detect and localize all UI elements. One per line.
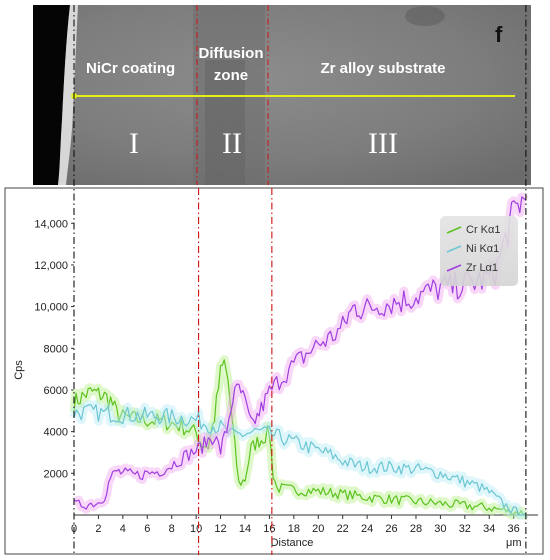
x-axis-title: Distance [271, 537, 314, 549]
series-line-2 [73, 196, 527, 510]
zone-label-coating: NiCr coating [86, 60, 175, 77]
x-tick-label: 24 [361, 523, 373, 535]
panel-label: f [495, 22, 503, 47]
y-tick-label: 2000 [44, 468, 68, 480]
x-tick-label: 18 [288, 523, 300, 535]
coating-bright-edge [58, 5, 78, 185]
legend-label: Ni Kα1 [466, 243, 499, 255]
legend-label: Zr Lα1 [466, 262, 498, 274]
x-tick-label: 34 [483, 523, 495, 535]
x-tick-label: 2 [95, 523, 101, 535]
y-tick-label: 10,000 [34, 302, 68, 314]
series-line-1 [73, 404, 527, 516]
zone-numeral-2: II [222, 127, 242, 160]
legend-label: Cr Kα1 [466, 224, 500, 236]
x-tick-label: 28 [410, 523, 422, 535]
x-tick-label: 30 [434, 523, 446, 535]
x-axis-unit: μm [506, 537, 522, 549]
legend: Cr Kα1 Ni Kα1 Zr Lα1 [440, 216, 518, 286]
x-tick-label: 32 [459, 523, 471, 535]
zone-label-diffusion-line2: zone [214, 67, 248, 84]
sample-mount-edge [33, 5, 70, 185]
legend-swatch [446, 245, 462, 253]
x-tick-label: 26 [385, 523, 397, 535]
zone-numeral-3: III [368, 127, 398, 160]
sem-image: NiCr coating Diffusion zone Zr alloy sub… [33, 5, 531, 185]
y-axis-title: Cps [13, 360, 25, 380]
y-tick-label: 14,000 [34, 218, 68, 230]
chart-layer: 200040006000800010,00012,00014,000024681… [34, 192, 538, 535]
y-tick-label: 6000 [44, 385, 68, 397]
zone-numeral-1: I [129, 127, 139, 160]
x-tick-label: 20 [312, 523, 324, 535]
y-tick-label: 12,000 [34, 260, 68, 272]
zone-label-diffusion-line1: Diffusion [199, 45, 264, 62]
x-tick-label: 12 [214, 523, 226, 535]
zone-label-substrate: Zr alloy substrate [320, 60, 445, 77]
boundary-layer [73, 5, 527, 555]
legend-box [440, 216, 518, 286]
series-line-0 [73, 359, 527, 516]
x-tick-label: 36 [508, 523, 520, 535]
x-tick-label: 16 [263, 523, 275, 535]
x-tick-label: 4 [120, 523, 126, 535]
y-tick-label: 8000 [44, 343, 68, 355]
x-tick-label: 14 [239, 523, 251, 535]
y-tick-label: 4000 [44, 427, 68, 439]
x-tick-label: 10 [190, 523, 202, 535]
x-tick-label: 8 [169, 523, 175, 535]
legend-items: Cr Kα1 Ni Kα1 Zr Lα1 [446, 224, 500, 274]
legend-swatch [446, 226, 462, 234]
x-tick-label: 6 [144, 523, 150, 535]
legend-swatch [446, 264, 462, 272]
x-tick-label: 22 [337, 523, 349, 535]
